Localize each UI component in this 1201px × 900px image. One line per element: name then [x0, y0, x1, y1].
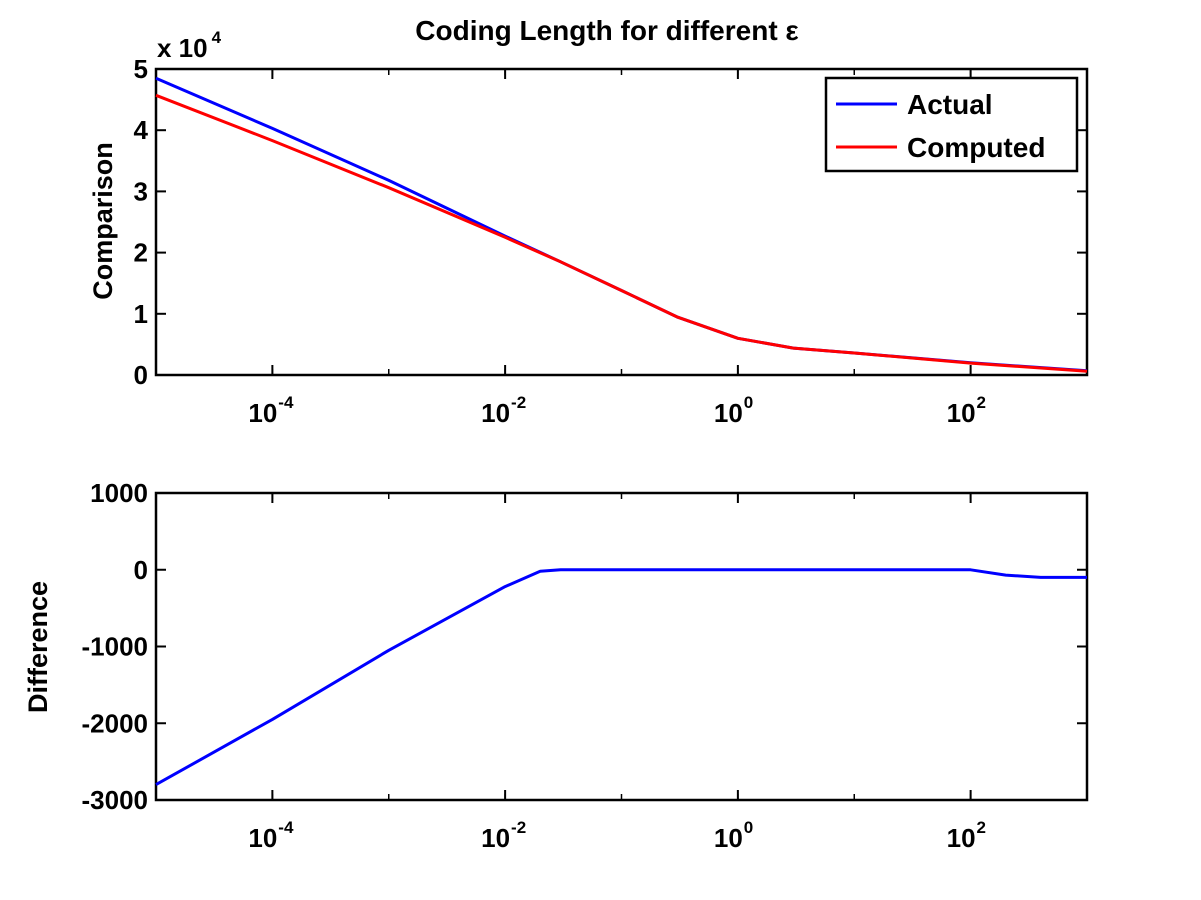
y-tick-label: 0 [134, 555, 148, 585]
x-tick-label: 10-2 [481, 818, 526, 853]
y-tick-label: 0 [134, 360, 148, 390]
y-tick-label: -3000 [82, 785, 149, 815]
x-tick-label: 102 [947, 818, 986, 853]
legend-box [824, 76, 1079, 173]
chart-title: Coding Length for different ε [415, 15, 798, 46]
x-tick-label: 10-4 [248, 393, 294, 428]
y-tick-label: 1 [134, 299, 148, 329]
comparison-y-axis-label: Comparison [88, 142, 118, 300]
plot-frame [154, 491, 1089, 802]
difference-y-axis-label: Difference [23, 581, 53, 713]
y-tick-label: 2 [134, 238, 148, 268]
y-tick-label: -1000 [82, 632, 149, 662]
y-tick-label: 5 [134, 54, 148, 84]
x-tick-label: 100 [714, 393, 753, 428]
x-tick-label: 102 [947, 393, 986, 428]
x-tick-label: 10-2 [481, 393, 526, 428]
comparison-plot: 10-4 10-2 100 102 0 1 2 3 4 5 Actual Computed [134, 54, 1089, 428]
x-tick-label: 10-4 [248, 818, 294, 853]
y-tick-label: 3 [134, 176, 148, 206]
y-multiplier-label: x 10 4 [157, 28, 222, 63]
series-line-difference [155, 568, 1087, 786]
difference-plot: 10-4 10-2 100 102 -3000 -2000 -1000 0 1000 [82, 478, 1089, 853]
series-line-computed [155, 93, 1088, 373]
svg-text:x 104: x 10 4 [157, 28, 222, 63]
y-tick-label: 4 [134, 115, 149, 145]
legend-entry-actual: Actual [907, 89, 993, 120]
y-tick-label: 1000 [90, 478, 148, 508]
legend-entry-computed: Computed [907, 132, 1045, 163]
legend: Actual Computed [824, 76, 1079, 173]
y-tick-label: -2000 [82, 708, 149, 738]
x-tick-label: 100 [714, 818, 753, 853]
